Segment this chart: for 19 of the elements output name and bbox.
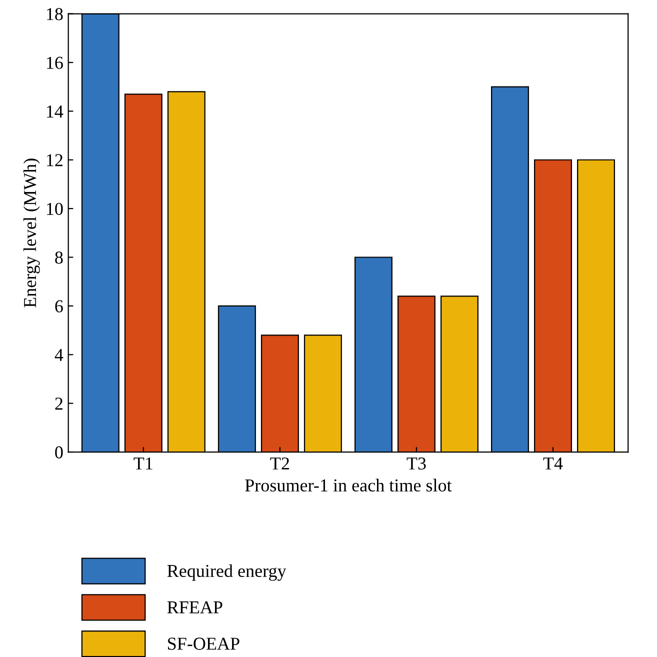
x-axis-title: Prosumer-1 in each time slot [245, 478, 452, 492]
legend-label: SF-OEAP [168, 638, 240, 650]
x-tick-label: T3 [406, 457, 426, 470]
x-tick-label: T4 [543, 458, 563, 470]
y-tick-label: 16 [47, 56, 63, 69]
y-tick-label: 4 [54, 349, 64, 361]
y-tick-label: 18 [47, 8, 63, 20]
y-tick-label: 6 [55, 300, 63, 312]
legend-label: RFEAP [167, 601, 222, 614]
y-tick-label: 10 [47, 202, 63, 216]
legend-label: Required energy [167, 564, 286, 581]
x-tick-label: T2 [270, 457, 289, 470]
x-tick-label: T1 [134, 457, 152, 470]
y-tick-label: 14 [47, 106, 64, 118]
y-tick-label: 8 [55, 252, 63, 264]
y-tick-label: 0 [55, 446, 63, 458]
y-tick-label: 2 [55, 398, 62, 410]
y-axis-title: Energy level (MWh) [23, 158, 40, 308]
y-tick-label: 12 [47, 154, 62, 166]
